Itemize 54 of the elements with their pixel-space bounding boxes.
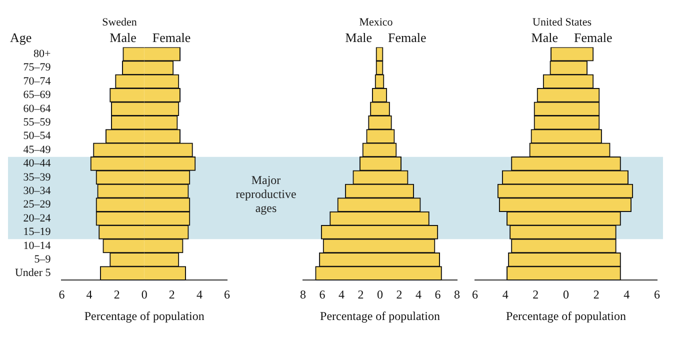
y-tick-label: 75–79 bbox=[23, 62, 52, 74]
x-tick-label: 8 bbox=[454, 288, 460, 302]
y-tick-label: 50–54 bbox=[23, 130, 52, 142]
x-tick-label: 4 bbox=[624, 288, 630, 302]
x-tick-label: 4 bbox=[416, 288, 422, 302]
series-label: Female bbox=[574, 30, 612, 46]
x-tick-label: 8 bbox=[300, 288, 306, 302]
y-tick-label: 35–39 bbox=[23, 171, 52, 184]
x-axis-title: Percentage of population bbox=[320, 308, 440, 323]
x-tick-label: 6 bbox=[654, 288, 660, 302]
x-tick-label: 2 bbox=[114, 288, 120, 302]
y-tick-label: 55–59 bbox=[23, 116, 52, 128]
x-tick-label: 0 bbox=[377, 288, 383, 302]
y-tick-label: 45–49 bbox=[23, 144, 52, 156]
x-tick-label: 4 bbox=[338, 288, 344, 302]
y-tick-label: 15–19 bbox=[23, 226, 52, 238]
x-tick-label: 6 bbox=[224, 288, 230, 302]
band-label: Major reproductive ages bbox=[236, 172, 296, 215]
x-tick-label: 2 bbox=[168, 288, 175, 302]
y-tick-label: 10–14 bbox=[23, 240, 52, 252]
y-tick-label: 70–74 bbox=[23, 75, 52, 88]
y-tick-label: 60–64 bbox=[23, 102, 52, 115]
x-tick-label: 4 bbox=[196, 288, 202, 302]
x-tick-label: 4 bbox=[86, 288, 92, 302]
x-tick-label: 0 bbox=[563, 288, 569, 302]
x-axis-title: Percentage of population bbox=[84, 308, 204, 323]
chart-title: United States bbox=[532, 16, 592, 28]
y-tick-label: 25–29 bbox=[23, 198, 52, 211]
y-tick-label: 80+ bbox=[34, 48, 51, 60]
series-label: Female bbox=[152, 30, 191, 46]
y-tick-label: 40–44 bbox=[23, 158, 52, 170]
series-label: Female bbox=[388, 30, 426, 46]
x-tick-label: 2 bbox=[532, 288, 539, 302]
x-tick-label: 2 bbox=[396, 288, 402, 302]
series-label: Male bbox=[345, 30, 372, 46]
y-tick-label: 65–69 bbox=[23, 89, 52, 102]
x-tick-label: 6 bbox=[434, 288, 441, 302]
x-tick-label: 6 bbox=[472, 288, 478, 302]
y-tick-label: 20–24 bbox=[23, 212, 52, 224]
y-tick-label: Under 5 bbox=[14, 267, 52, 280]
x-tick-label: 2 bbox=[358, 288, 364, 302]
y-axis-title: Age bbox=[10, 30, 32, 46]
x-tick-label: 0 bbox=[141, 288, 148, 302]
series-label: Male bbox=[531, 30, 558, 46]
x-tick-label: 6 bbox=[58, 288, 65, 302]
x-axis-title: Percentage of population bbox=[506, 308, 626, 323]
x-tick-label: 4 bbox=[502, 288, 508, 302]
chart-title: Sweden bbox=[102, 16, 138, 28]
chart-title: Mexico bbox=[359, 16, 394, 28]
x-tick-label: 2 bbox=[593, 288, 600, 302]
series-label: Male bbox=[110, 30, 137, 46]
y-tick-label: 30–34 bbox=[23, 185, 52, 197]
x-tick-label: 6 bbox=[319, 288, 326, 302]
y-tick-label: 5–9 bbox=[34, 254, 52, 266]
